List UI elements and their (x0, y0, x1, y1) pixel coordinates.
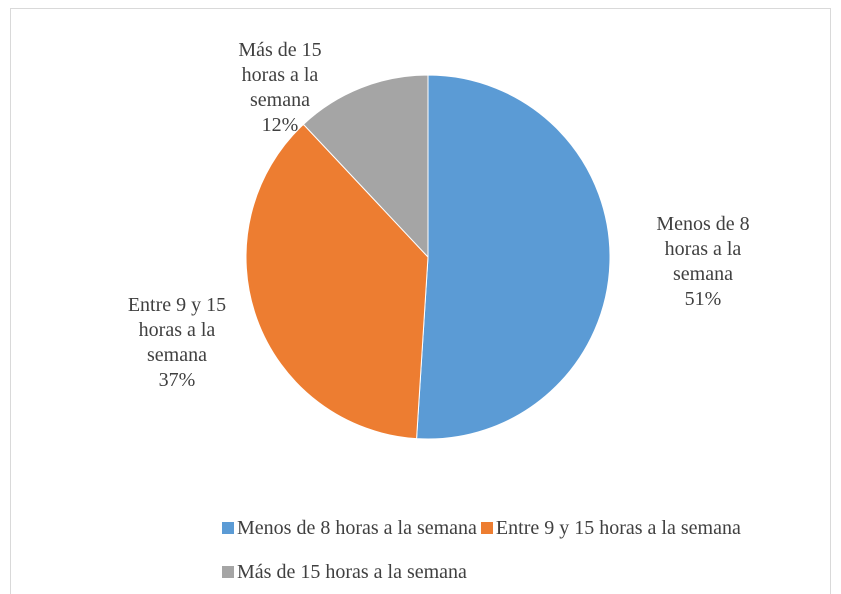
data-label-value: 51% (684, 288, 722, 310)
data-label: Más de 15 horas a la semana 12% (218, 38, 343, 138)
legend-item: Entre 9 y 15 horas a la semana (480, 506, 741, 550)
chart-border (10, 8, 831, 594)
data-label-value: 37% (158, 369, 196, 391)
legend-label: Menos de 8 horas a la semana (237, 517, 477, 539)
data-label: Entre 9 y 15 horas a la semana 37% (115, 293, 240, 393)
legend: Menos de 8 horas a la semana Entre 9 y 15… (222, 506, 822, 594)
data-label-category: Entre 9 y 15 horas a la semana (127, 294, 227, 366)
legend-label: Entre 9 y 15 horas a la semana (495, 517, 741, 539)
legend-swatch (222, 566, 234, 578)
data-label: Menos de 8 horas a la semana 51% (641, 212, 766, 312)
legend-swatch (222, 522, 234, 534)
legend-item: Más de 15 horas a la semana (222, 550, 467, 594)
pie-slice (302, 74, 429, 259)
legend-item: Menos de 8 horas a la semana (222, 506, 477, 550)
data-label-category: Menos de 8 horas a la semana (656, 213, 750, 285)
data-label-value: 12% (261, 114, 299, 136)
data-label-category: Más de 15 horas a la semana (238, 39, 322, 111)
pie-slice (245, 123, 429, 440)
pie-slice (416, 74, 611, 440)
legend-swatch (480, 522, 493, 534)
legend-label: Más de 15 horas a la semana (237, 561, 467, 583)
